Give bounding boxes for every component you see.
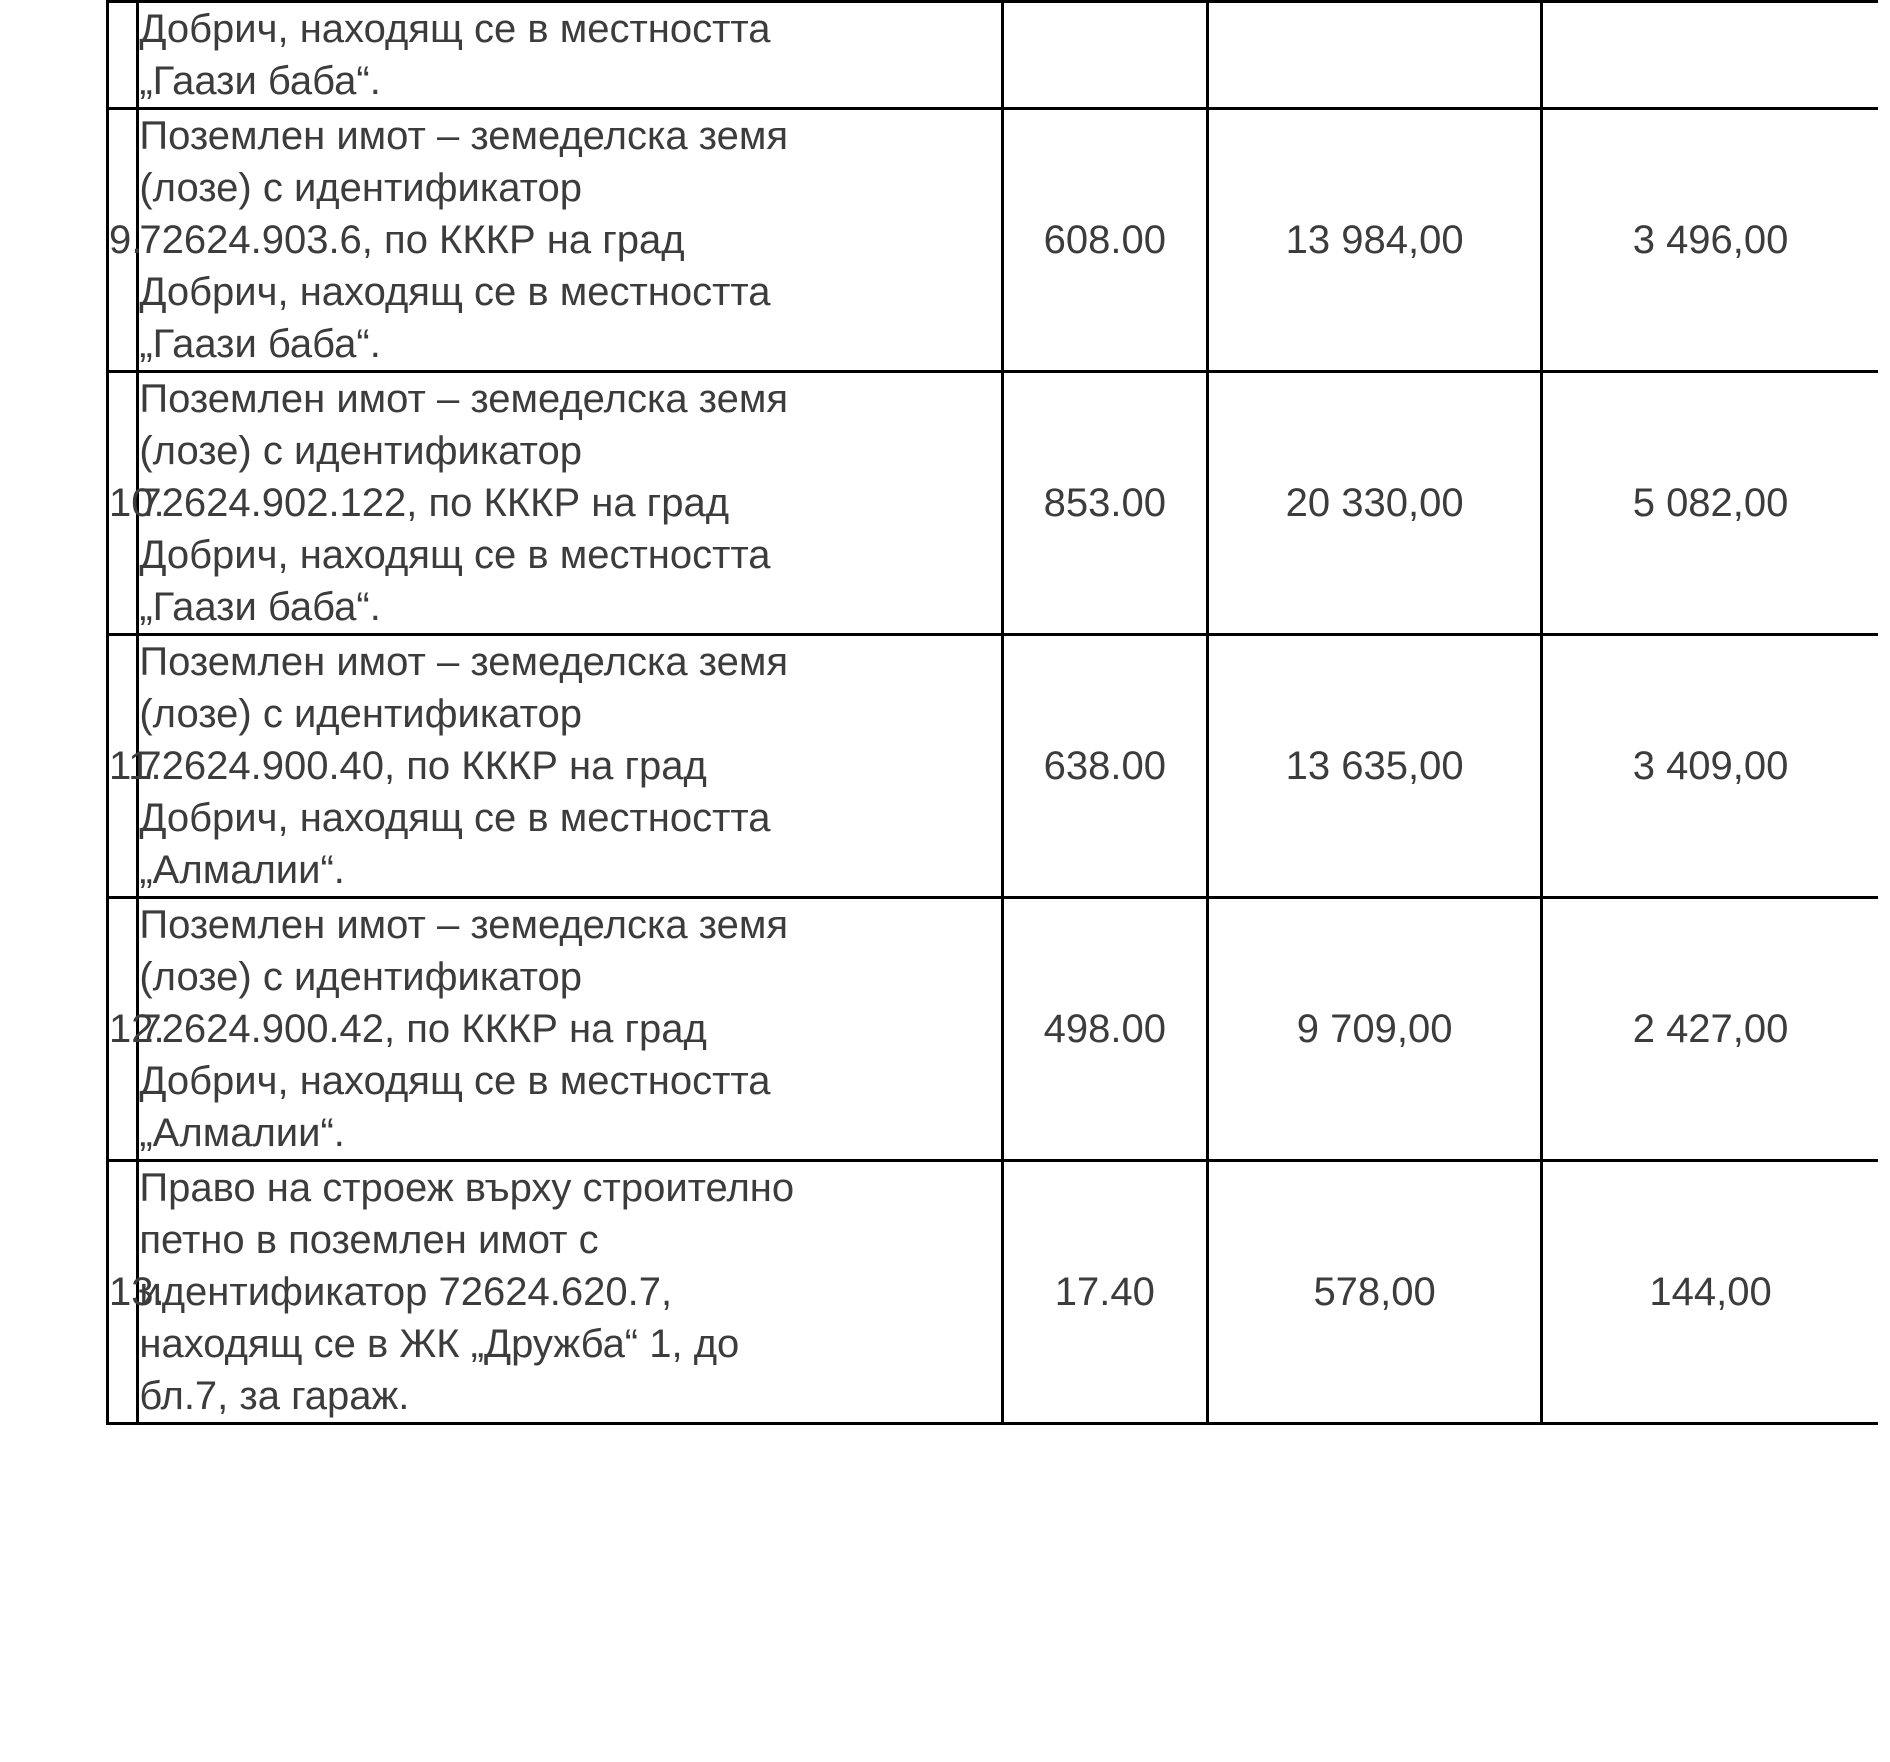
row-area-cell: 638.00 [1000,633,1210,899]
description-line: (лозе) с идентификатор [139,166,582,210]
value1: 13 635,00 [1285,744,1464,788]
row-value2-cell: 5 082,00 [1540,370,1878,636]
row-description-cell: Поземлен имот – земеделска земя (лозе) с… [136,633,1004,899]
row-area-cell [1000,0,1210,110]
row-area-cell: 498.00 [1000,896,1210,1162]
description-line: „Алмалии“. [139,1111,345,1155]
row-number-cell [105,0,140,110]
row-value2-cell: 2 427,00 [1540,896,1878,1162]
table-body: Добрич, находящ се в местността „Гаази б… [105,0,1878,1425]
description-line: Добрич, находящ се в местността [139,7,771,51]
row-area-cell: 17.40 [1000,1159,1210,1425]
table-row: Добрич, находящ се в местността „Гаази б… [105,0,1878,110]
description-line: „Гаази баба“. [139,322,381,366]
value2: 5 082,00 [1632,481,1789,525]
description-line: бл.7, за гараж. [139,1374,410,1418]
row-number-cell: 9. [105,107,142,373]
area-value: 638.00 [1043,744,1167,788]
row-number-cell: 12. [105,896,165,1162]
description-line: Поземлен имот – земеделска земя [139,903,788,947]
row-number: 13. [109,1270,165,1314]
description-line: Поземлен имот – земеделска земя [139,640,788,684]
row-value1-cell: 20 330,00 [1206,370,1544,636]
description-line: находящ се в ЖК „Дружба“ 1, до [139,1322,740,1366]
value1: 13 984,00 [1285,218,1464,262]
area-value: 498.00 [1043,1007,1167,1051]
value2: 3 409,00 [1632,744,1789,788]
value2: 144,00 [1649,1270,1772,1314]
area-value: 853.00 [1043,481,1167,525]
description-line: Добрич, находящ се в местността [139,796,771,840]
area-value: 17.40 [1054,1270,1155,1314]
description-line: „Гаази баба“. [139,585,381,629]
description-line: Поземлен имот – земеделска земя [139,377,788,421]
description-line: „Гаази баба“. [139,59,381,103]
value2: 3 496,00 [1632,218,1789,262]
value1: 578,00 [1313,1270,1436,1314]
row-area-cell: 608.00 [1000,107,1210,373]
table-row: 13. Право на строеж върху строително пет… [105,1159,1878,1425]
description-line: 72624.900.40, по КККР на град [139,744,707,788]
table-row: 9. Поземлен имот – земеделска земя (лозе… [105,107,1878,373]
description-line: Добрич, находящ се в местността [139,533,771,577]
description-line: Добрич, находящ се в местността [139,1059,771,1103]
table-row: 11. Поземлен имот – земеделска земя (лоз… [105,633,1878,899]
description-line: (лозе) с идентификатор [139,955,582,999]
description-line: Добрич, находящ се в местността [139,270,771,314]
area-value: 608.00 [1043,218,1167,262]
description-line: идентификатор 72624.620.7, [139,1270,673,1314]
description-line: (лозе) с идентификатор [139,692,582,736]
value2: 2 427,00 [1632,1007,1789,1051]
row-description-cell: Поземлен имот – земеделска земя (лозе) с… [136,107,1004,373]
row-value2-cell: 3 409,00 [1540,633,1878,899]
description-line: 72624.903.6, по КККР на град [139,218,685,262]
description-line: „Алмалии“. [139,848,345,892]
value1: 20 330,00 [1285,481,1464,525]
description-line: 72624.900.42, по КККР на град [139,1007,707,1051]
row-value1-cell [1206,0,1544,110]
row-value1-cell: 9 709,00 [1206,896,1544,1162]
table-row: 12. Поземлен имот – земеделска земя (лоз… [105,896,1878,1162]
row-description-cell: Поземлен имот – земеделска земя (лозе) с… [136,370,1004,636]
row-number: 9. [109,218,143,262]
description-line: петно в поземлен имот с [139,1218,599,1262]
row-value2-cell: 144,00 [1540,1159,1878,1425]
row-description-cell: Поземлен имот – земеделска земя (лозе) с… [136,896,1004,1162]
row-number: 11. [109,744,162,788]
row-area-cell: 853.00 [1000,370,1210,636]
description-line: Право на строеж върху строително [139,1166,795,1210]
row-value2-cell [1540,0,1878,110]
value1: 9 709,00 [1296,1007,1453,1051]
row-number: 12. [109,1007,165,1051]
property-table: Добрич, находящ се в местността „Гаази б… [105,0,1878,1425]
row-value1-cell: 578,00 [1206,1159,1544,1425]
row-description-cell: Добрич, находящ се в местността „Гаази б… [136,0,1004,110]
description-line: Поземлен имот – земеделска земя [139,114,788,158]
row-value1-cell: 13 635,00 [1206,633,1544,899]
description-line: 72624.902.122, по КККР на град [139,481,730,525]
row-value2-cell: 3 496,00 [1540,107,1878,373]
row-number: 10. [109,481,165,525]
row-value1-cell: 13 984,00 [1206,107,1544,373]
row-number-cell: 13. [105,1159,165,1425]
description-line: (лозе) с идентификатор [139,429,582,473]
row-number-cell: 11. [105,633,162,899]
table-row: 10. Поземлен имот – земеделска земя (лоз… [105,370,1878,636]
row-description-cell: Право на строеж върху строително петно в… [136,1159,1004,1425]
row-number-cell: 10. [105,370,165,636]
